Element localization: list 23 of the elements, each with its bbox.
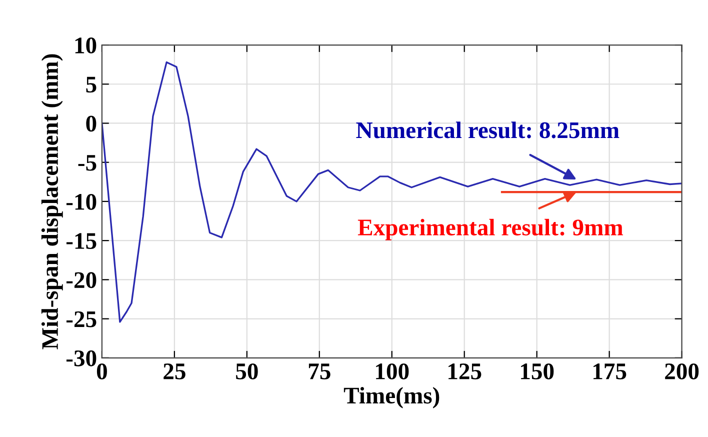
line-series (102, 61, 682, 323)
x-tick-label: 175 (594, 364, 626, 380)
y-axis-title: Mid-span displacement (mm) (41, 54, 63, 350)
x-tick-label: 125 (448, 364, 482, 380)
y-tick-label: 5 (86, 76, 96, 93)
x-tick-label: 200 (665, 363, 699, 380)
y-tick-label: -20 (66, 272, 96, 288)
y-tick-label: -10 (66, 194, 96, 210)
annotation: Experimental result: 9mm (358, 218, 623, 240)
y-tick-label: -30 (66, 350, 96, 366)
y-tick-label: -25 (66, 311, 96, 328)
y-tick-label: -5 (78, 155, 96, 171)
x-tick-label: 25 (164, 364, 186, 380)
x-tick-label: 75 (308, 364, 330, 380)
x-tick-label: 50 (236, 363, 258, 380)
y-tick-label: 10 (75, 38, 96, 54)
annotation: Numerical result: 8.25mm (356, 122, 620, 138)
x-tick-label: 150 (521, 363, 554, 380)
y-tick-label: 0 (86, 116, 96, 132)
x-tick-label: 0 (96, 363, 107, 380)
x-tick-label: 100 (376, 363, 409, 380)
y-tick-label: -15 (66, 233, 96, 249)
x-axis-title: Time(ms) (344, 386, 440, 408)
